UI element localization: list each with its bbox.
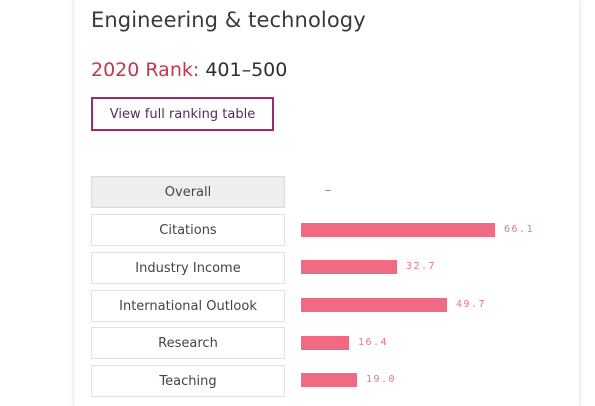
bar-citations	[301, 223, 495, 237]
rank-label: 2020 Rank:	[91, 59, 200, 81]
view-full-ranking-button[interactable]: View full ranking table	[91, 97, 274, 131]
bar-value-research: 16.4	[358, 337, 389, 348]
metric-label-international-outlook[interactable]: International Outlook	[91, 290, 285, 322]
metric-label-teaching[interactable]: Teaching	[91, 365, 285, 397]
subject-title: Engineering & technology	[91, 8, 366, 32]
bar-teaching	[301, 373, 357, 387]
overall-value: –	[325, 183, 331, 197]
tab-overall[interactable]: Overall	[91, 176, 285, 208]
bar-value-international-outlook: 49.7	[456, 299, 487, 310]
bar-international-outlook	[301, 298, 447, 312]
bar-value-industry-income: 32.7	[406, 261, 437, 272]
metric-label-industry-income[interactable]: Industry Income	[91, 252, 285, 284]
bar-industry-income	[301, 260, 397, 274]
metric-label-citations[interactable]: Citations	[91, 214, 285, 246]
rank-line: 2020 Rank: 401–500	[91, 59, 287, 81]
bar-research	[301, 336, 349, 350]
bar-value-teaching: 19.0	[366, 374, 397, 385]
rank-value: 401–500	[205, 59, 288, 81]
bar-value-citations: 66.1	[504, 224, 535, 235]
metric-label-research[interactable]: Research	[91, 327, 285, 359]
